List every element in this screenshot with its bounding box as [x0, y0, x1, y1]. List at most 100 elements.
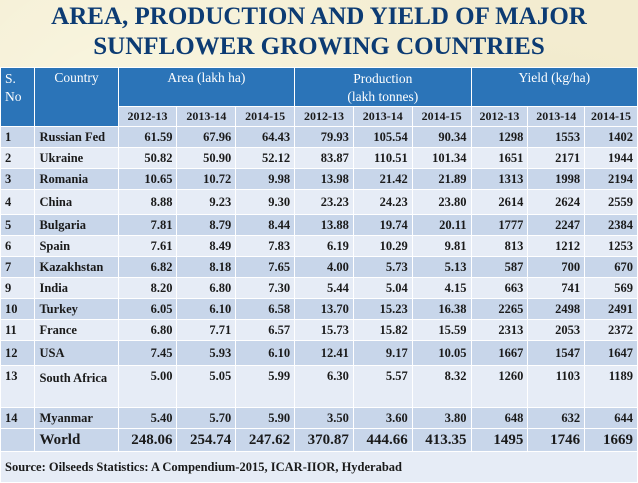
row-value: 7.71 [176, 319, 237, 341]
header-row-groups: S. No Country Area (lakh ha) Production … [0, 67, 638, 127]
row-value: 5.04 [352, 277, 413, 299]
row-value: 6.30 [294, 365, 354, 408]
row-value: 19.74 [352, 214, 413, 236]
row-value: 1189 [584, 365, 638, 408]
row-value: 8.88 [117, 189, 178, 215]
year-header: 2014-15 [411, 106, 472, 127]
row-value: 644 [584, 407, 638, 429]
row-value: 1547 [527, 340, 586, 366]
header-production-line-1: Production [353, 71, 413, 86]
world-cell: 370.87 [294, 428, 354, 452]
world-label: World [34, 428, 119, 452]
row-value: 8.79 [176, 214, 237, 236]
row-value: 1212 [527, 235, 586, 257]
row-country: Myanmar [34, 407, 119, 429]
table-row: 6 Spain 7.61 8.49 7.83 6.19 10.29 9.81 813 1212 12… [0, 235, 638, 257]
row-value: 8.18 [176, 256, 237, 278]
row-value: 4.00 [294, 256, 354, 278]
row-value: 12.41 [294, 340, 354, 366]
row-value: 1253 [584, 235, 638, 257]
row-sno: 3 [0, 168, 36, 190]
row-value: 64.43 [235, 126, 296, 148]
row-value: 1647 [584, 340, 638, 366]
row-value: 7.61 [117, 235, 178, 257]
row-value: 569 [584, 277, 638, 299]
row-value: 9.81 [411, 235, 472, 257]
year-header: 2013-14 [176, 106, 237, 127]
row-value: 21.42 [352, 168, 413, 190]
row-value: 2265 [470, 298, 529, 320]
world-cell: 444.66 [352, 428, 413, 452]
row-value: 4.15 [411, 277, 472, 299]
row-value: 9.98 [235, 168, 296, 190]
row-value: 23.23 [294, 189, 354, 215]
header-country: Country [34, 67, 119, 127]
row-value: 24.23 [352, 189, 413, 215]
header-sno-line-2: No [5, 89, 22, 104]
row-value: 8.49 [176, 235, 237, 257]
header-sno: S. No [0, 67, 36, 127]
row-value: 7.45 [117, 340, 178, 366]
row-sno: 14 [0, 407, 36, 429]
row-value: 2053 [527, 319, 586, 341]
row-value: 3.80 [411, 407, 472, 429]
row-value: 2384 [584, 214, 638, 236]
row-value: 9.23 [176, 189, 237, 215]
world-cell: 254.74 [176, 428, 237, 452]
row-value: 5.70 [176, 407, 237, 429]
world-cell: 1746 [527, 428, 586, 452]
row-value: 1651 [470, 147, 529, 169]
row-value: 6.19 [294, 235, 354, 257]
row-value: 6.82 [117, 256, 178, 278]
year-header: 2013-14 [352, 106, 413, 127]
row-value: 2614 [470, 189, 529, 215]
row-value: 5.57 [352, 365, 413, 408]
year-header: 2012-13 [470, 106, 529, 127]
row-value: 1944 [584, 147, 638, 169]
row-value: 10.65 [117, 168, 178, 190]
row-value: 5.93 [176, 340, 237, 366]
row-value: 1667 [470, 340, 529, 366]
row-value: 79.93 [294, 126, 354, 148]
table-row: 4 China 8.88 9.23 9.30 23.23 24.23 23.80 2614 262… [0, 189, 638, 215]
row-country: China [34, 189, 119, 215]
table-row: 7 Kazakhstan 6.82 8.18 7.65 4.00 5.73 5.13 587 70… [0, 256, 638, 278]
header-sno-line-1: S. [5, 71, 16, 86]
row-value: 110.51 [352, 147, 413, 169]
row-value: 2498 [527, 298, 586, 320]
row-country: Romania [34, 168, 119, 190]
row-value: 670 [584, 256, 638, 278]
table-row: 1 Russian Fed 61.59 67.96 64.43 79.93 105.54 90… [0, 126, 638, 148]
row-value: 1402 [584, 126, 638, 148]
row-sno: 9 [0, 277, 36, 299]
row-value: 50.90 [176, 147, 237, 169]
row-value: 2171 [527, 147, 586, 169]
row-value: 6.10 [235, 340, 296, 366]
row-sno: 11 [0, 319, 36, 341]
row-country: USA [34, 340, 119, 366]
table-row: 11 France 6.80 7.71 6.57 15.73 15.82 15.59 2313 2… [0, 319, 638, 341]
sunflower-data-table: S. No Country Area (lakh ha) Production … [0, 67, 638, 483]
slide-title: AREA, PRODUCTION AND YIELD OF MAJOR SUNF… [0, 2, 638, 62]
year-header: 2014-15 [584, 106, 638, 127]
row-country: India [34, 277, 119, 299]
header-area: Area (lakh ha) [117, 67, 296, 107]
world-cell: 413.35 [411, 428, 472, 452]
row-value: 83.87 [294, 147, 354, 169]
row-sno: 2 [0, 147, 36, 169]
row-value: 663 [470, 277, 529, 299]
row-value: 2491 [584, 298, 638, 320]
row-country: Ukraine [34, 147, 119, 169]
row-country: Bulgaria [34, 214, 119, 236]
row-value: 813 [470, 235, 529, 257]
row-value: 632 [527, 407, 586, 429]
row-value: 61.59 [117, 126, 178, 148]
row-value: 2247 [527, 214, 586, 236]
table-row: 12 USA 7.45 5.93 6.10 12.41 9.17 10.05 1667 1547 1… [0, 340, 638, 366]
row-country: Russian Fed [34, 126, 119, 148]
row-value: 7.81 [117, 214, 178, 236]
row-value: 15.59 [411, 319, 472, 341]
world-sno [0, 428, 36, 452]
row-value: 5.13 [411, 256, 472, 278]
row-value: 10.05 [411, 340, 472, 366]
